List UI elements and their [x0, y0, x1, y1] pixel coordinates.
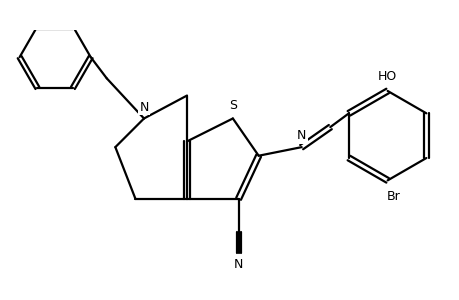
Text: N: N	[139, 100, 148, 113]
Text: N: N	[234, 258, 243, 271]
Text: N: N	[297, 129, 306, 142]
Text: HO: HO	[377, 70, 397, 83]
Text: S: S	[229, 99, 236, 112]
Text: Br: Br	[386, 190, 399, 203]
